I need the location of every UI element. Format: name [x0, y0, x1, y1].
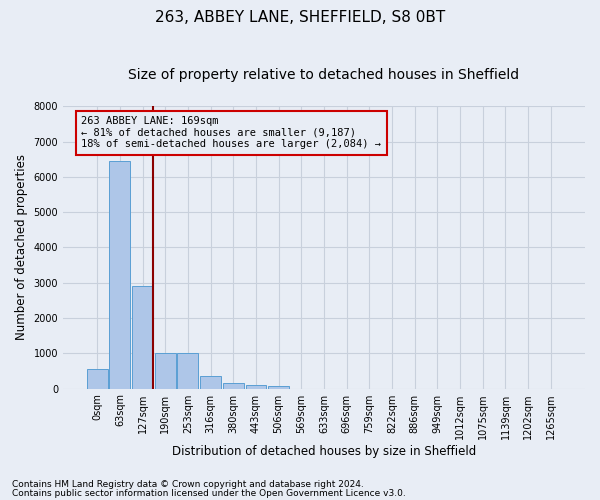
Bar — [245, 385, 266, 388]
Text: 263 ABBEY LANE: 169sqm
← 81% of detached houses are smaller (9,187)
18% of semi-: 263 ABBEY LANE: 169sqm ← 81% of detached… — [82, 116, 382, 150]
X-axis label: Distribution of detached houses by size in Sheffield: Distribution of detached houses by size … — [172, 444, 476, 458]
Text: 263, ABBEY LANE, SHEFFIELD, S8 0BT: 263, ABBEY LANE, SHEFFIELD, S8 0BT — [155, 10, 445, 25]
Bar — [268, 386, 289, 388]
Bar — [87, 369, 107, 388]
Bar — [200, 376, 221, 388]
Bar — [109, 161, 130, 388]
Text: Contains public sector information licensed under the Open Government Licence v3: Contains public sector information licen… — [12, 489, 406, 498]
Bar — [132, 286, 153, 388]
Title: Size of property relative to detached houses in Sheffield: Size of property relative to detached ho… — [128, 68, 520, 82]
Bar — [178, 354, 199, 388]
Bar — [155, 354, 176, 388]
Bar — [223, 384, 244, 388]
Text: Contains HM Land Registry data © Crown copyright and database right 2024.: Contains HM Land Registry data © Crown c… — [12, 480, 364, 489]
Y-axis label: Number of detached properties: Number of detached properties — [15, 154, 28, 340]
